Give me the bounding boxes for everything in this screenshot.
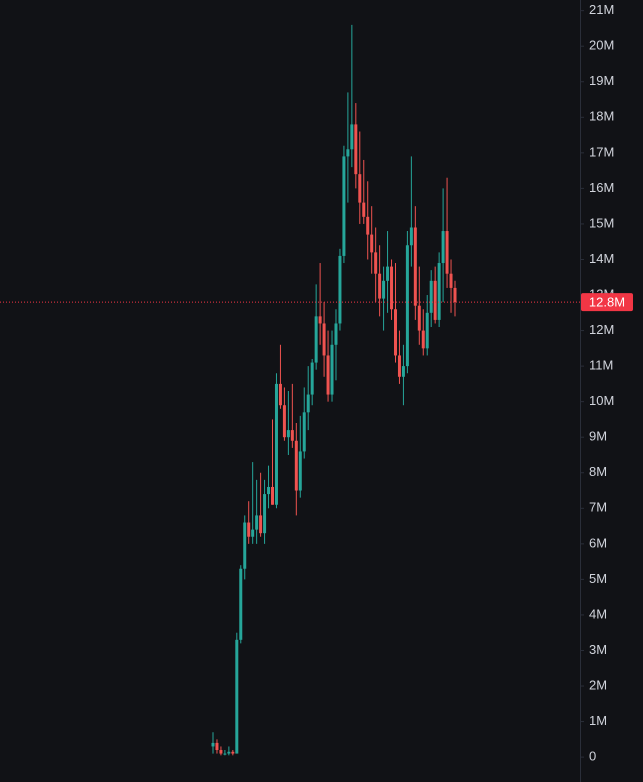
- y-tick-label: 15M: [589, 215, 614, 230]
- candle-body: [366, 216, 370, 235]
- candle-body: [441, 231, 445, 264]
- candle-body: [231, 751, 235, 754]
- y-tick-label: 3M: [589, 642, 607, 657]
- y-tick-label: 21M: [589, 2, 614, 17]
- candle-body: [370, 234, 374, 253]
- candle-body: [401, 366, 405, 377]
- candle-body: [274, 383, 278, 505]
- candle-body: [219, 750, 223, 754]
- candle-body: [314, 316, 318, 363]
- candle-body: [251, 529, 255, 537]
- candle-body: [318, 316, 322, 324]
- candle-body: [449, 273, 453, 288]
- candle-body: [334, 323, 338, 345]
- candle-body: [405, 245, 409, 367]
- y-tick-label: 18M: [589, 109, 614, 124]
- candle-body: [350, 124, 354, 150]
- candle-body: [429, 280, 433, 313]
- y-tick-label: 4M: [589, 606, 607, 621]
- y-tick-label: 10M: [589, 393, 614, 408]
- candle-body: [437, 263, 441, 320]
- candle-body: [338, 255, 342, 324]
- candle-body: [239, 568, 243, 640]
- y-tick-label: 9M: [589, 429, 607, 444]
- candle-body: [211, 742, 215, 747]
- candle-body: [425, 312, 429, 349]
- y-tick-label: 0: [589, 749, 596, 764]
- y-tick-label: 16M: [589, 180, 614, 195]
- candle-body: [386, 266, 390, 281]
- y-tick-label: 11M: [589, 358, 613, 373]
- candle-body: [453, 287, 457, 303]
- candle-body: [445, 231, 449, 274]
- candle-body: [346, 149, 350, 157]
- candle-body: [362, 202, 366, 217]
- y-tick-label: 1M: [589, 713, 607, 728]
- candle-body: [294, 440, 298, 491]
- candle-body: [433, 280, 437, 320]
- candle-body: [390, 266, 394, 310]
- candle-body: [223, 753, 227, 755]
- candle-body: [421, 330, 425, 349]
- candle-body: [358, 174, 362, 203]
- candle-body: [227, 751, 231, 754]
- y-tick-label: 20M: [589, 38, 614, 53]
- candle-body: [330, 344, 334, 395]
- candle-body: [393, 309, 397, 356]
- last-price-box: [581, 293, 633, 312]
- candle-body: [247, 522, 251, 537]
- candle-body: [302, 412, 306, 452]
- candle-body: [243, 522, 247, 569]
- candle-body: [322, 323, 326, 356]
- y-tick-label: 7M: [589, 500, 607, 515]
- candle-body: [267, 486, 271, 495]
- y-tick-label: 6M: [589, 535, 607, 550]
- candle-body: [310, 362, 314, 395]
- y-tick-label: 8M: [589, 464, 607, 479]
- candle-body: [263, 494, 267, 534]
- y-tick-label: 14M: [589, 251, 614, 266]
- candle-body: [215, 742, 219, 751]
- candle-body: [382, 280, 386, 299]
- candle-body: [235, 639, 239, 754]
- candle-body: [278, 383, 282, 406]
- candle-body: [326, 355, 330, 395]
- candle-body: [306, 394, 310, 413]
- candle-body: [282, 405, 286, 438]
- candle-body: [409, 227, 413, 246]
- candle-body: [397, 355, 401, 377]
- y-tick-label: 19M: [589, 73, 614, 88]
- candle-body: [286, 430, 290, 438]
- candle-body: [417, 305, 421, 331]
- candle-body: [354, 124, 358, 175]
- y-tick-label: 5M: [589, 571, 607, 586]
- candle-body: [374, 252, 378, 274]
- y-tick-label: 17M: [589, 144, 614, 159]
- candle-body: [298, 451, 302, 491]
- candle-body: [259, 515, 263, 534]
- y-tick-label: 2M: [589, 677, 607, 692]
- candle-body: [255, 515, 259, 530]
- y-tick-label: 12M: [589, 322, 614, 337]
- candle-body: [271, 486, 275, 505]
- candle-body: [378, 273, 382, 299]
- candle-body: [290, 430, 294, 441]
- candle-body: [342, 156, 346, 256]
- last-price-label: 12.8M: [589, 295, 625, 310]
- candle-body: [413, 227, 417, 306]
